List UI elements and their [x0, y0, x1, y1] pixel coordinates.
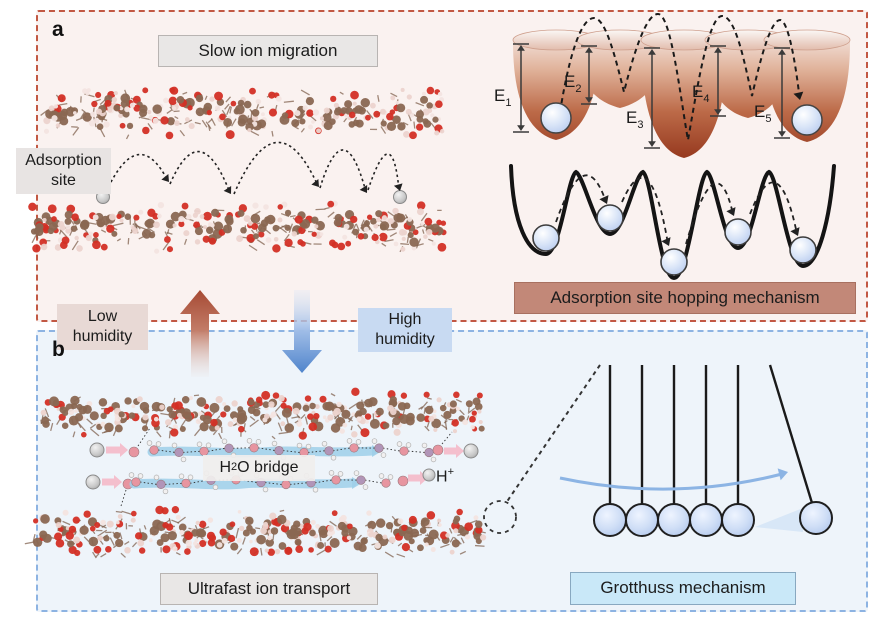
- panel-b-letter: b: [52, 338, 65, 361]
- grotthuss-mechanism-label: Grotthuss mechanism: [570, 572, 796, 605]
- slow-ion-migration-label: Slow ion migration: [158, 35, 378, 67]
- ultrafast-ion-transport-label: Ultrafast ion transport: [160, 573, 378, 605]
- low-humidity-label: Low humidity: [57, 304, 148, 350]
- h-plus-label: H+: [436, 466, 454, 486]
- hopping-mechanism-label: Adsorption site hopping mechanism: [514, 282, 856, 314]
- panel-a-letter: a: [52, 18, 64, 41]
- adsorption-site-label: Adsorption site: [16, 148, 111, 194]
- panel-b-high-humidity: [36, 330, 868, 612]
- high-humidity-label: High humidity: [358, 308, 452, 352]
